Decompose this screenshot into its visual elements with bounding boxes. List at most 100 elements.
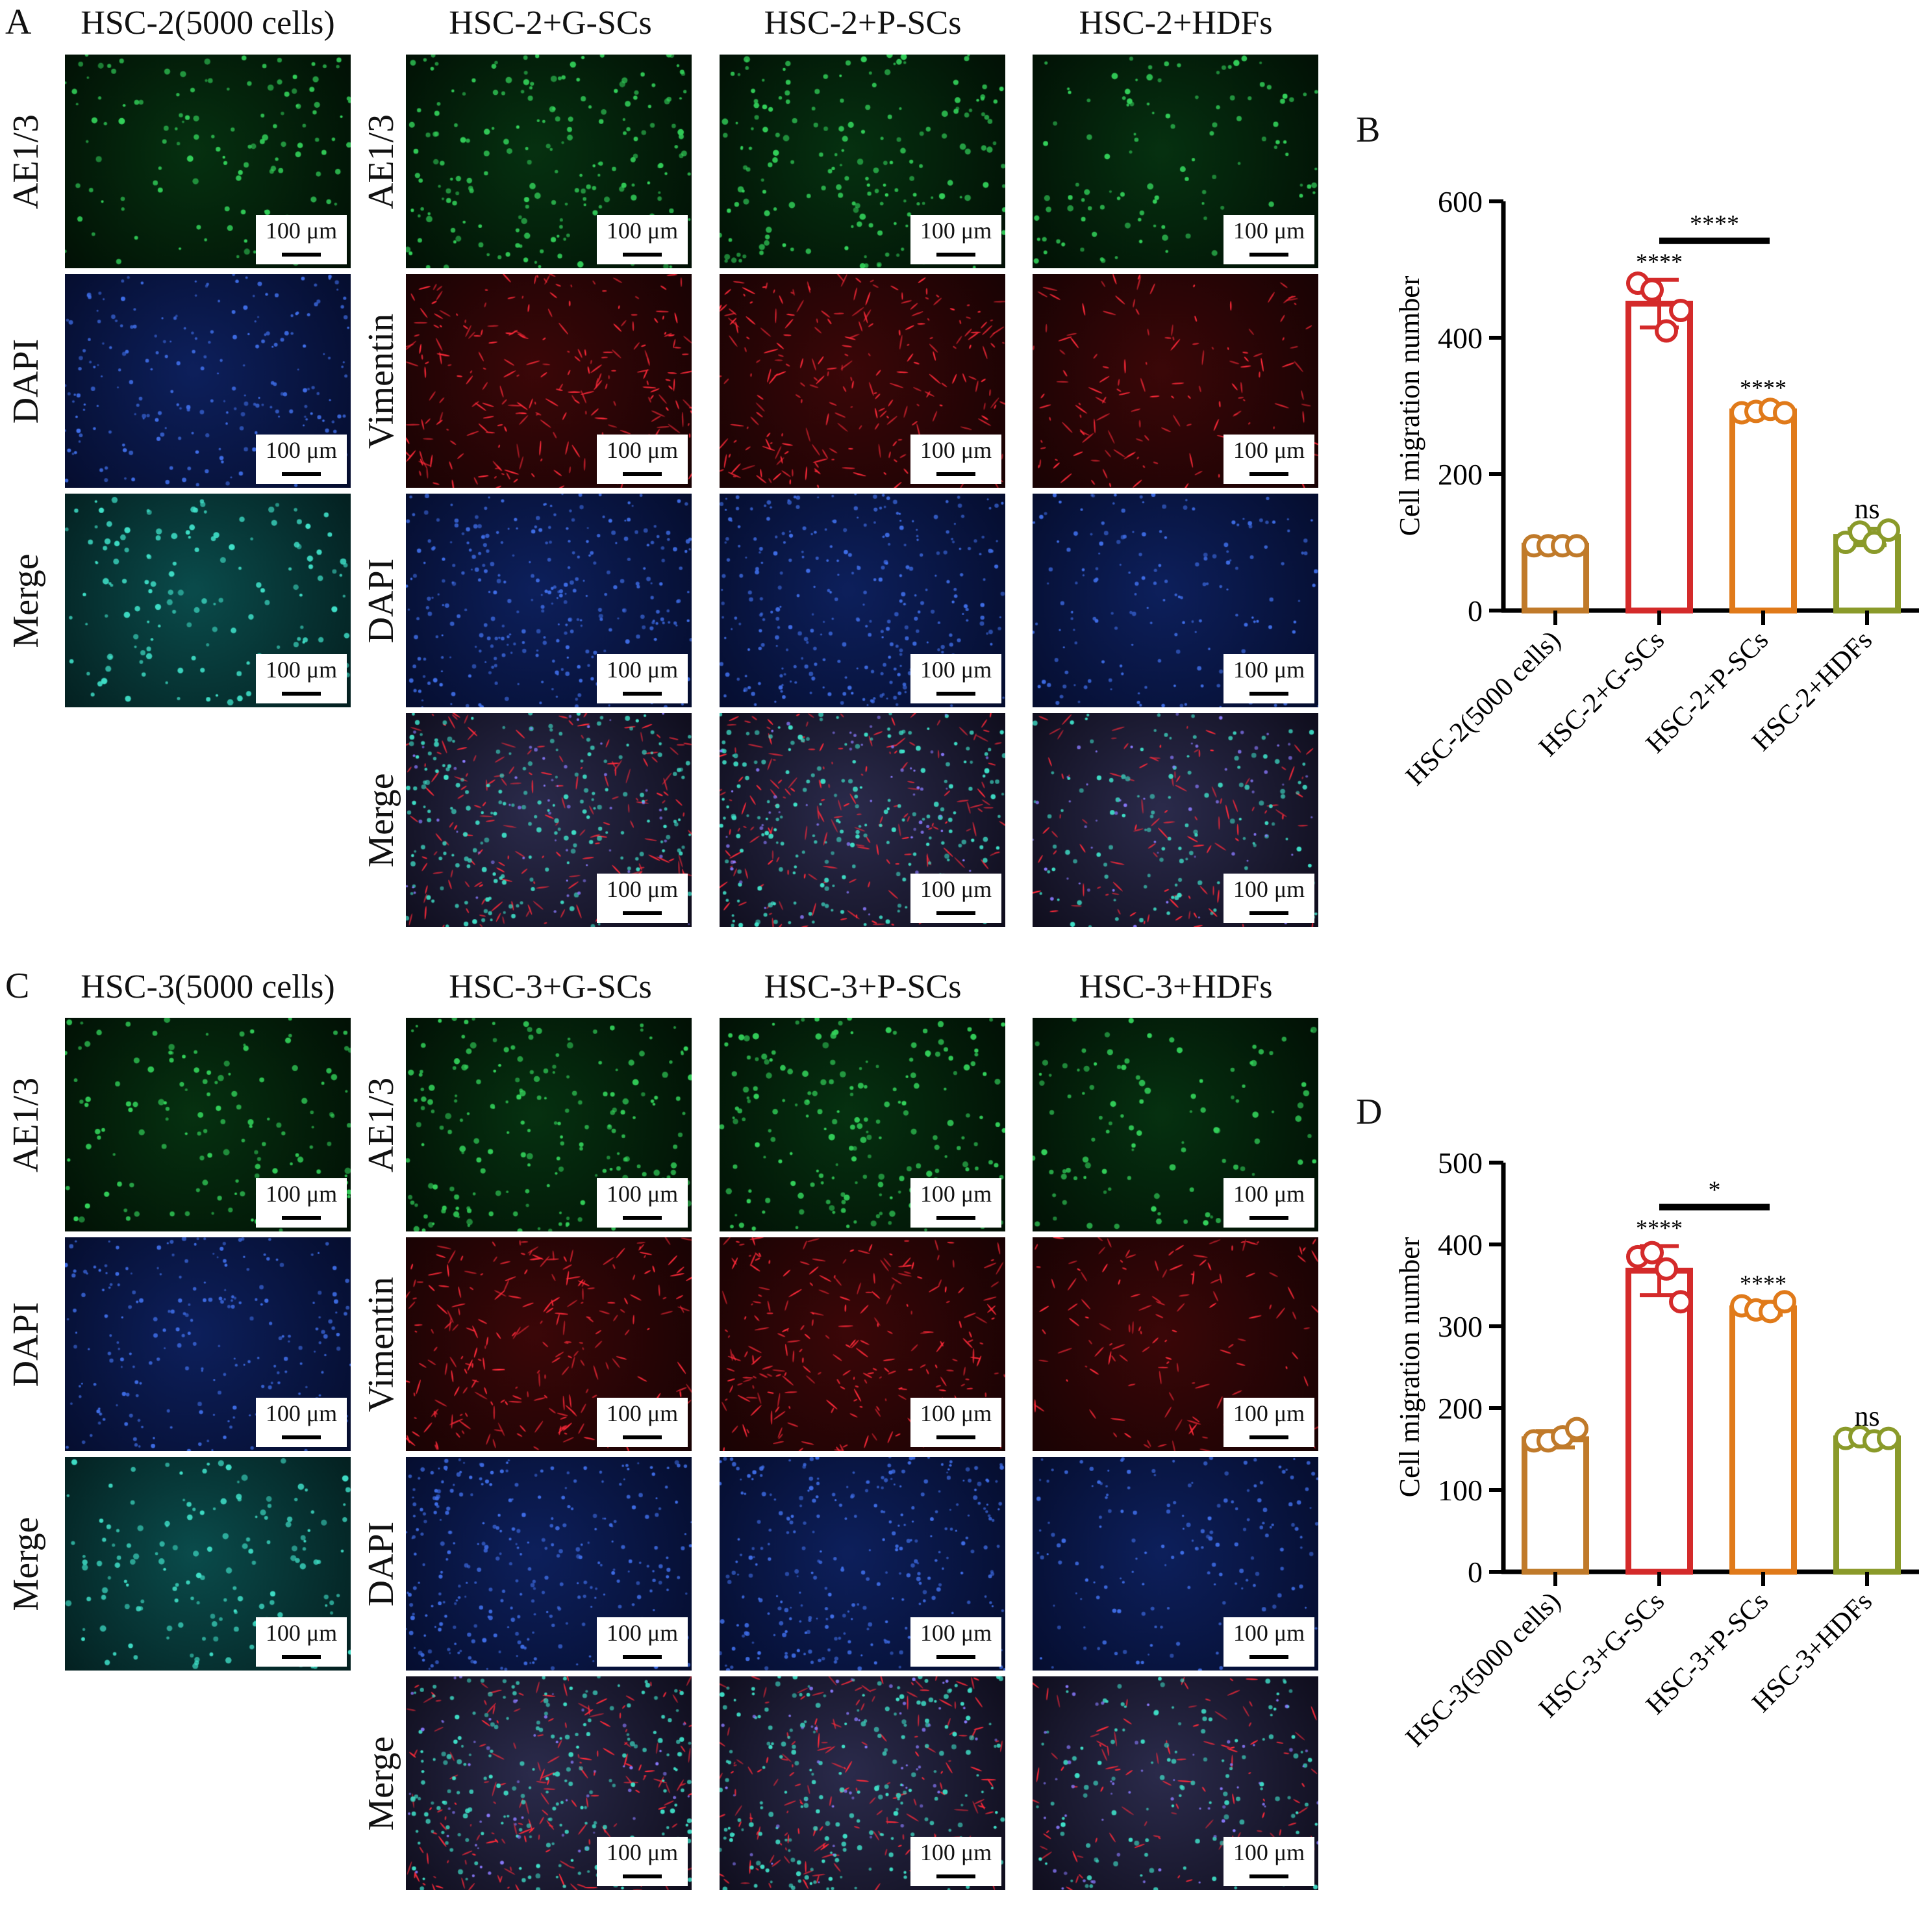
scale-bar: 100 μm <box>1223 1617 1314 1667</box>
scale-bar: 100 μm <box>1223 435 1314 484</box>
scale-bar-line <box>936 253 975 257</box>
chart-d-bar-0 <box>1522 1436 1589 1575</box>
scale-bar-label: 100 μm <box>265 1181 338 1207</box>
scale-bar: 100 μm <box>1223 215 1314 264</box>
scale-bar: 100 μm <box>597 654 688 703</box>
panel-c-cocult-col3-tile-1: 100 μm <box>1031 1236 1320 1452</box>
chart-b-point-1-1 <box>1640 278 1664 302</box>
panel-a-cocult-col2-tile-0: 100 μm <box>718 53 1007 270</box>
chart-d-comparison-label: * <box>1709 1177 1721 1204</box>
chart-d-sig-1: **** <box>1636 1215 1683 1241</box>
panel-a-cocult-col3-tile-2: 100 μm <box>1031 492 1320 709</box>
scale-bar-line <box>1249 1655 1288 1659</box>
scale-bar-label: 100 μm <box>606 876 679 902</box>
scale-bar-label: 100 μm <box>920 437 992 463</box>
panel-a-title-gscs: HSC-2+G-SCs <box>449 5 652 42</box>
chart-d-ytick-label-1: 100 <box>1438 1474 1483 1507</box>
panel-a-cocult-label-dapi: DAPI <box>361 558 401 644</box>
panel-c-cocult-col2-tile-1: 100 μm <box>718 1236 1007 1452</box>
scale-bar-line <box>1249 1435 1288 1439</box>
scale-bar-label: 100 μm <box>1233 437 1305 463</box>
scale-bar-label: 100 μm <box>606 1181 679 1207</box>
panel-a-single-tile-0: 100 μm <box>64 53 352 270</box>
chart-b-point-1-2 <box>1655 319 1678 343</box>
panel-letter-a: A <box>5 2 32 42</box>
panel-c-cocult-label-ae13: AE1/3 <box>361 1077 401 1173</box>
chart-d-ytick-label-4: 400 <box>1438 1228 1483 1261</box>
scale-bar-line <box>1249 1216 1288 1220</box>
chart-d-bar-1 <box>1625 1267 1693 1575</box>
panel-a-cocult-label-ae13: AE1/3 <box>361 114 401 210</box>
scale-bar: 100 μm <box>910 1178 1001 1228</box>
panel-a-cocult-col2-tile-1: 100 μm <box>718 273 1007 489</box>
scale-bar: 100 μm <box>1223 1837 1314 1886</box>
panel-a-title-hsc2: HSC-2(5000 cells) <box>81 5 335 42</box>
panel-a-cocult-col1-tile-1: 100 μm <box>405 273 693 489</box>
scale-bar-label: 100 μm <box>920 218 992 244</box>
panel-a-row-label-merge: Merge <box>6 553 46 648</box>
scale-bar: 100 μm <box>597 874 688 923</box>
panel-c-cocult-col2-tile-2: 100 μm <box>718 1456 1007 1672</box>
scale-bar-line <box>282 692 321 696</box>
panel-c-cocult-label-merge: Merge <box>361 1736 401 1831</box>
scale-bar-label: 100 μm <box>920 1839 992 1865</box>
panel-a-row-label-ae13: AE1/3 <box>6 114 46 210</box>
chart-d-bar-3 <box>1833 1435 1901 1575</box>
panel-c-title-hsc3: HSC-3(5000 cells) <box>81 968 335 1005</box>
scale-bar-label: 100 μm <box>1233 876 1305 902</box>
scale-bar-label: 100 μm <box>920 1620 992 1646</box>
panel-c-cocult-label-vimentin: Vimentin <box>361 1276 401 1413</box>
chart-d-migration: 0 100 200 300 400 500 Cell migration number HSC… <box>1394 1146 1919 1753</box>
scale-bar-line <box>623 1874 662 1878</box>
scale-bar-line <box>282 253 321 257</box>
scale-bar-label: 100 μm <box>920 1400 992 1426</box>
scale-bar-label: 100 μm <box>606 218 679 244</box>
scale-bar: 100 μm <box>910 874 1001 923</box>
panel-c-cocult-col3-tile-2: 100 μm <box>1031 1456 1320 1672</box>
scale-bar: 100 μm <box>256 1398 347 1447</box>
scale-bar-label: 100 μm <box>265 657 338 683</box>
scale-bar-line <box>282 1655 321 1659</box>
scale-bar-label: 100 μm <box>606 437 679 463</box>
scale-bar-label: 100 μm <box>1233 1839 1305 1865</box>
panel-letter-b: B <box>1356 110 1381 150</box>
chart-d-ytick-label-5: 500 <box>1438 1146 1483 1180</box>
scale-bar: 100 μm <box>597 1837 688 1886</box>
panel-a-cocult-col2-tile-3: 100 μm <box>718 712 1007 928</box>
scale-bar-label: 100 μm <box>265 1620 338 1646</box>
scale-bar-line <box>1249 692 1288 696</box>
chart-b-comparison-label: **** <box>1690 210 1739 238</box>
panel-c-title-pscs: HSC-3+P-SCs <box>764 968 962 1005</box>
panel-a-cocult-col1-tile-3: 100 μm <box>405 712 693 928</box>
panel-c-cocult-label-dapi: DAPI <box>361 1521 401 1607</box>
chart-b-sig-2: **** <box>1740 375 1787 401</box>
scale-bar: 100 μm <box>256 435 347 484</box>
scale-bar-label: 100 μm <box>920 876 992 902</box>
scale-bar: 100 μm <box>1223 1178 1314 1228</box>
panel-c-cocult-col3-tile-0: 100 μm <box>1031 1016 1320 1233</box>
scale-bar-label: 100 μm <box>265 437 338 463</box>
scale-bar-line <box>282 1435 321 1439</box>
scale-bar-line <box>623 1216 662 1220</box>
chart-b-point-2-3 <box>1773 401 1796 425</box>
scale-bar-line <box>1249 911 1288 915</box>
chart-d-point-0-3 <box>1565 1417 1588 1441</box>
scale-bar: 100 μm <box>597 435 688 484</box>
scale-bar-line <box>1249 472 1288 476</box>
scale-bar: 100 μm <box>1223 654 1314 703</box>
scale-bar-label: 100 μm <box>1233 657 1305 683</box>
panel-a-row-label-dapi: DAPI <box>6 338 46 424</box>
chart-b-point-3-3 <box>1877 518 1900 542</box>
scale-bar: 100 μm <box>597 1398 688 1447</box>
scale-bar-label: 100 μm <box>606 657 679 683</box>
scale-bar: 100 μm <box>256 1178 347 1228</box>
scale-bar: 100 μm <box>910 1837 1001 1886</box>
panel-c-single-tile-1: 100 μm <box>64 1236 352 1452</box>
chart-b-migration: 0 200 400 600 Cell migration number HSC-2(500… <box>1394 185 1919 792</box>
scale-bar-line <box>936 911 975 915</box>
scale-bar: 100 μm <box>597 1178 688 1228</box>
scale-bar: 100 μm <box>1223 874 1314 923</box>
scale-bar-line <box>1249 253 1288 257</box>
scale-bar: 100 μm <box>256 215 347 264</box>
scale-bar: 100 μm <box>910 435 1001 484</box>
